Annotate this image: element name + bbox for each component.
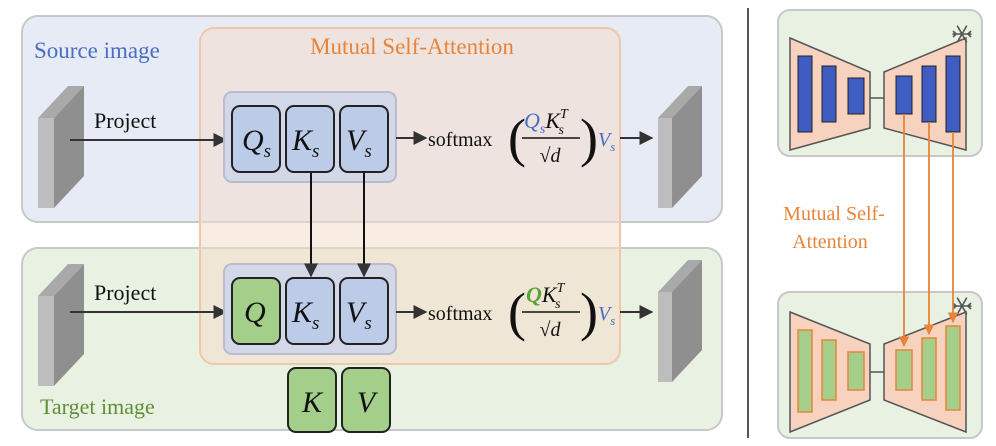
target-unet-bar-3 [847, 351, 865, 391]
target-project-label: Project [94, 280, 156, 305]
source-unet-bar-4 [895, 75, 913, 115]
source-softmax-text: softmax [428, 129, 492, 151]
target-left-paren: ( [508, 282, 526, 342]
source-v-text: Vs [346, 124, 372, 162]
source-project-label: Project [94, 108, 156, 133]
target-softmax-text: softmax [428, 303, 492, 325]
source-numerator: QsKT s [524, 107, 569, 138]
target-formula: softmax ( QKT s √d ) Vs [428, 281, 615, 342]
source-k-text: Ks [291, 124, 319, 162]
source-q-token [231, 105, 281, 173]
source-unet-bar-1 [797, 55, 813, 133]
target-unet-bar-1 [797, 329, 813, 413]
source-q-text: Qs [242, 124, 271, 162]
source-unet-bar-6 [945, 55, 961, 133]
source-formula: softmax ( QsKT s √d ) Vs [428, 107, 615, 168]
source-unet-bar-3 [847, 77, 865, 115]
target-k-text: Ks [291, 296, 319, 334]
target-numerator: QKT s [526, 281, 566, 312]
source-unet-bar-5 [921, 65, 937, 123]
target-input-feature [38, 264, 84, 386]
target-unet-bar-5 [921, 337, 937, 401]
source-denominator: √d [540, 145, 562, 167]
side-attention-label-line1: Mutual Self- [783, 203, 885, 225]
target-unet-bar-2 [821, 339, 837, 401]
source-right-paren: ) [580, 108, 598, 168]
target-v-text: Vs [346, 296, 372, 334]
attention-label: Mutual Self-Attention [310, 34, 514, 59]
target-right-paren: ) [580, 282, 598, 342]
target-q-token [231, 277, 281, 345]
source-input-feature [38, 86, 84, 208]
target-unet-bar-6 [945, 325, 961, 411]
side-attention-label-line2: Attention [792, 231, 868, 253]
snowflake-icon [952, 297, 972, 315]
target-denominator: √d [540, 319, 562, 341]
target-extra-k-token [287, 367, 337, 433]
source-left-paren: ( [508, 108, 526, 168]
target-v-output: Vs [598, 303, 615, 328]
target-q-text: Q [244, 296, 266, 329]
target-extra-k-text: K [301, 386, 324, 419]
target-extra-v-text: V [357, 386, 379, 419]
side-label-backdrop [770, 196, 890, 256]
target-output-feature [658, 260, 702, 382]
target-v-token [339, 277, 389, 345]
source-image-label: Source image [34, 38, 160, 63]
source-unet-bar-2 [821, 65, 837, 123]
target-extra-v-token [341, 367, 391, 433]
source-v-output: Vs [598, 129, 615, 154]
target-k-token [285, 277, 335, 345]
source-output-feature [658, 86, 702, 208]
target-unet-bar-4 [895, 349, 913, 391]
target-image-label: Target image [40, 394, 155, 419]
snowflake-icon [952, 25, 972, 43]
